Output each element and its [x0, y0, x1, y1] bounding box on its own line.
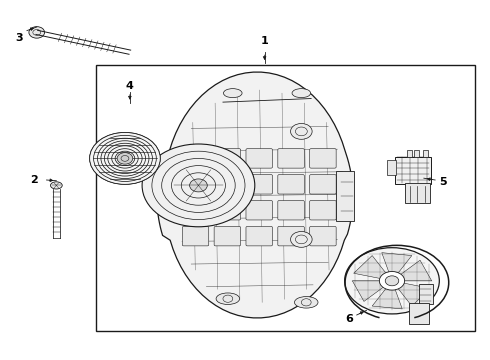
Polygon shape [157, 72, 353, 318]
Circle shape [117, 153, 133, 164]
FancyBboxPatch shape [246, 175, 272, 194]
Bar [423, 150, 428, 157]
FancyBboxPatch shape [310, 201, 336, 220]
Polygon shape [372, 281, 402, 309]
Ellipse shape [216, 293, 240, 305]
Ellipse shape [294, 297, 318, 308]
FancyBboxPatch shape [246, 201, 272, 220]
FancyBboxPatch shape [214, 175, 241, 194]
FancyBboxPatch shape [310, 175, 336, 194]
Circle shape [379, 271, 405, 290]
Bar [336, 171, 354, 221]
Circle shape [385, 276, 399, 286]
Ellipse shape [50, 182, 62, 189]
FancyBboxPatch shape [310, 226, 336, 246]
Polygon shape [382, 253, 412, 281]
FancyBboxPatch shape [182, 149, 209, 168]
Text: 6: 6 [345, 314, 353, 324]
Circle shape [190, 179, 207, 192]
Bar [419, 284, 433, 304]
Bar [395, 157, 431, 184]
FancyBboxPatch shape [214, 201, 241, 220]
Bar [387, 160, 396, 175]
Ellipse shape [223, 89, 242, 98]
Circle shape [291, 123, 312, 139]
Circle shape [142, 144, 255, 227]
Polygon shape [392, 260, 432, 281]
Ellipse shape [292, 89, 311, 98]
FancyBboxPatch shape [214, 149, 241, 168]
Circle shape [29, 27, 45, 38]
Circle shape [90, 132, 160, 184]
Bar [407, 150, 412, 157]
Bar [414, 150, 419, 157]
FancyBboxPatch shape [246, 149, 272, 168]
Text: 1: 1 [261, 36, 269, 46]
FancyBboxPatch shape [278, 175, 304, 194]
FancyBboxPatch shape [278, 201, 304, 220]
FancyBboxPatch shape [278, 226, 304, 246]
Text: 4: 4 [126, 81, 134, 91]
Text: 3: 3 [16, 33, 24, 43]
Circle shape [291, 231, 312, 247]
FancyBboxPatch shape [310, 149, 336, 168]
Circle shape [90, 132, 160, 184]
FancyBboxPatch shape [182, 201, 209, 220]
FancyBboxPatch shape [278, 149, 304, 168]
Bar [96, 65, 475, 331]
FancyBboxPatch shape [246, 226, 272, 246]
Polygon shape [392, 281, 430, 306]
Polygon shape [354, 256, 392, 281]
FancyBboxPatch shape [182, 175, 209, 194]
Polygon shape [352, 281, 392, 301]
Text: 5: 5 [440, 177, 447, 187]
Bar [405, 183, 430, 203]
Ellipse shape [344, 248, 440, 314]
FancyBboxPatch shape [214, 226, 241, 246]
FancyBboxPatch shape [182, 226, 209, 246]
Bar [409, 303, 429, 324]
Text: 2: 2 [30, 175, 38, 185]
